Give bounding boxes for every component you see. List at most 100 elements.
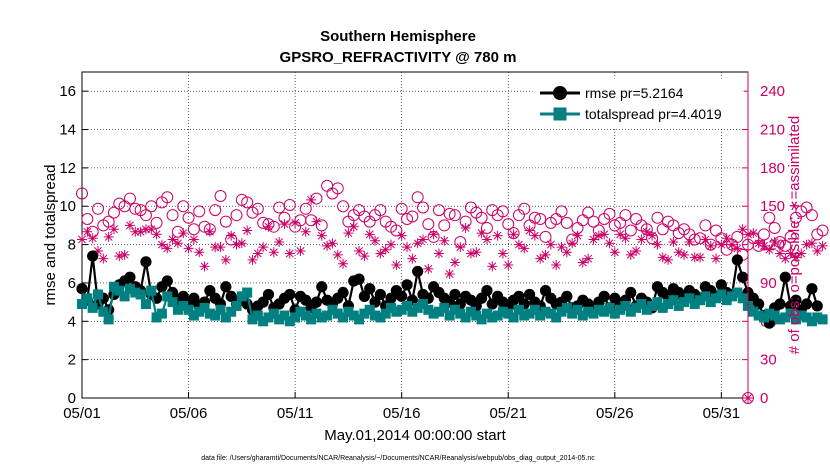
assimilated-obs-point <box>774 248 785 259</box>
rmse-point <box>76 283 88 295</box>
chart-title: Southern Hemisphere <box>320 28 476 45</box>
possible-obs-point <box>779 239 792 252</box>
totalspread-point <box>577 310 588 321</box>
totalspread-point <box>215 304 226 315</box>
rmse-point <box>779 271 791 283</box>
totalspread-point <box>753 310 764 321</box>
assimilated-obs-point <box>412 238 423 249</box>
assimilated-obs-point <box>263 221 274 232</box>
totalspread-point <box>258 316 269 327</box>
totalspread-point <box>769 310 780 321</box>
x-tick-label: 05/11 <box>277 405 313 422</box>
possible-obs-point <box>219 215 232 228</box>
assimilated-obs-point <box>657 252 668 263</box>
totalspread-point <box>108 281 119 292</box>
assimilated-obs-point <box>567 238 578 249</box>
assimilated-obs-point <box>455 242 466 253</box>
totalspread-point <box>806 316 817 327</box>
totalspread-point <box>87 302 98 313</box>
assimilated-obs-point <box>391 260 402 271</box>
assimilated-obs-point <box>577 257 588 268</box>
totalspread-point <box>636 299 647 310</box>
assimilated-obs-point <box>753 238 764 249</box>
assimilated-obs-point <box>444 268 455 279</box>
assimilated-obs-point <box>572 230 583 241</box>
assimilated-obs-point <box>215 242 226 253</box>
rmse-point <box>481 285 493 297</box>
assimilated-obs-point <box>300 226 311 237</box>
assimilated-obs-point <box>242 225 253 236</box>
totalspread-point <box>604 302 615 313</box>
assimilated-obs-point <box>306 194 317 205</box>
assimilated-obs-point <box>631 245 642 256</box>
assimilated-obs-point <box>327 238 338 249</box>
footer-data-file: data file: /Users/gharamti/Documents/NCA… <box>201 455 595 462</box>
assimilated-obs-point <box>812 245 823 256</box>
totalspread-point <box>689 299 700 310</box>
totalspread-point <box>556 306 567 317</box>
x-tick-label: 05/31 <box>703 405 741 422</box>
assimilated-obs-point <box>295 245 306 256</box>
x-tick-label: 05/16 <box>383 405 421 422</box>
y-tick-label: 16 <box>59 83 76 100</box>
assimilated-obs-point <box>370 235 381 246</box>
totalspread-point <box>593 304 604 315</box>
assimilated-obs-point <box>535 253 546 264</box>
assimilated-obs-point <box>407 253 418 264</box>
rmse-point <box>412 265 424 278</box>
totalspread-point <box>124 283 135 294</box>
rmse-point <box>561 290 573 302</box>
assimilated-obs-point <box>279 219 290 230</box>
totalspread-point <box>82 293 93 304</box>
assimilated-obs-point <box>140 224 151 235</box>
totalspread-point <box>663 299 674 310</box>
assimilated-obs-point <box>599 229 610 240</box>
possible-obs-point <box>416 201 429 214</box>
assimilated-obs-point <box>338 258 349 269</box>
assimilated-obs-point <box>727 239 738 250</box>
possible-obs-point <box>76 187 88 200</box>
possible-obs-point <box>528 211 541 224</box>
assimilated-obs-point <box>529 230 540 241</box>
y2-tick-label: 150 <box>760 198 785 215</box>
assimilated-obs-point <box>716 239 727 250</box>
assimilated-obs-point <box>705 240 716 251</box>
assimilated-obs-point <box>156 239 167 250</box>
possible-obs-point <box>139 209 152 222</box>
assimilated-obs-point <box>135 226 146 237</box>
assimilated-obs-point <box>92 245 103 256</box>
totalspread-point <box>641 304 652 315</box>
assimilated-obs-point <box>311 216 322 227</box>
assimilated-obs-point <box>380 244 391 255</box>
possible-obs-point <box>337 200 350 213</box>
totalspread-point <box>210 310 221 321</box>
possible-obs-point <box>209 204 222 217</box>
totalspread-point <box>306 314 317 325</box>
totalspread-point <box>625 306 636 317</box>
totalspread-point <box>737 293 748 304</box>
totalspread-point <box>167 297 178 308</box>
assimilated-obs-point <box>332 249 343 260</box>
y-tick-label: 6 <box>68 275 76 292</box>
assimilated-obs-point <box>247 254 258 265</box>
assimilated-obs-point <box>689 252 700 263</box>
totalspread-point <box>247 314 258 325</box>
rmse-point <box>774 298 786 310</box>
totalspread-point <box>135 289 146 300</box>
assimilated-obs-point <box>433 248 444 259</box>
possible-obs-point <box>480 221 493 234</box>
assimilated-obs-point <box>583 253 594 264</box>
assimilated-obs-point <box>284 248 295 259</box>
totalspread-point <box>567 308 578 319</box>
assimilated-obs-point <box>417 234 428 245</box>
totalspread-point <box>492 310 503 321</box>
totalspread-point <box>103 314 114 325</box>
possible-obs-point <box>150 216 163 229</box>
possible-obs-point <box>438 219 451 232</box>
totalspread-point <box>748 306 759 317</box>
totalspread-point <box>615 304 626 315</box>
totalspread-point <box>540 306 551 317</box>
possible-obs-point <box>608 219 621 232</box>
assimilated-obs-point <box>663 254 674 265</box>
totalspread-point <box>375 312 386 323</box>
